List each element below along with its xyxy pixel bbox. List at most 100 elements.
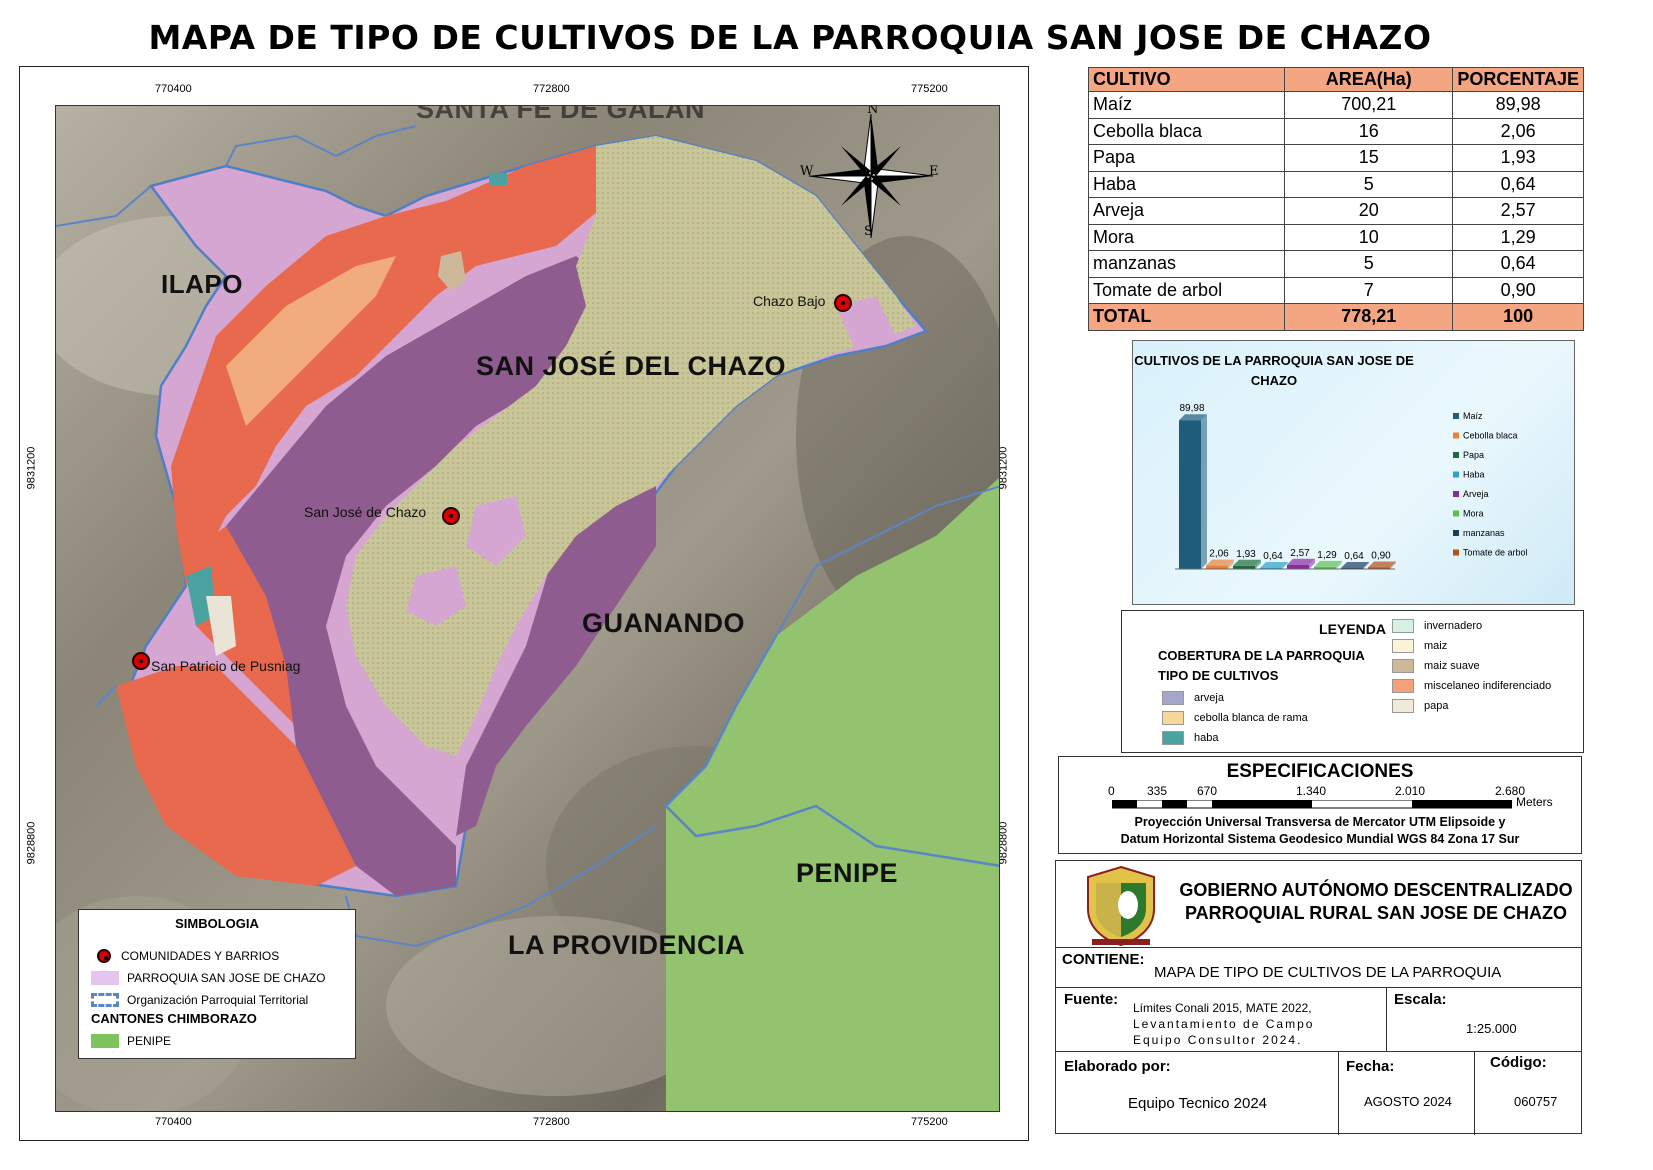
scale-label-2: 670	[1197, 784, 1218, 798]
cell-area: 16	[1284, 117, 1454, 145]
legend-item: cebolla blanca de rama	[1162, 709, 1308, 727]
maiz-area	[346, 136, 916, 756]
codigo-label: Código:	[1490, 1054, 1547, 1071]
chart-legend-swatch	[1453, 491, 1459, 497]
scale-label-0: 0	[1108, 784, 1115, 798]
label-santa-fe: SANTA FE DE GALAN	[416, 105, 705, 124]
fuente-line-1: Límites Conali 2015, MATE 2022,	[1133, 1001, 1312, 1015]
cell-cultivo: manzanas	[1087, 250, 1286, 278]
cell-area: 20	[1284, 197, 1454, 225]
tick-x-bottom-1: 770400	[155, 1116, 192, 1128]
chart-bar	[1206, 565, 1228, 569]
simbologia-box: SIMBOLOGIA COMUNIDADES Y BARRIOS PARROQU…	[78, 909, 356, 1059]
chart-bar	[1233, 565, 1255, 569]
penipe-swatch	[91, 1034, 119, 1048]
legend-item: papa	[1392, 697, 1448, 715]
compass-s: S	[864, 224, 873, 239]
orange-south	[116, 666, 356, 886]
label-guanando: GUANANDO	[582, 608, 745, 638]
chart-svg: CULTIVOS DE LA PARROQUIA SAN JOSE DE CHAZ…	[1134, 353, 1528, 570]
community-pin-san-patricio[interactable]	[132, 652, 150, 670]
table-total-row: TOTAL 778,21 100	[1087, 303, 1584, 331]
parroquia-swatch	[91, 971, 119, 985]
chart-bar-side	[1336, 560, 1342, 569]
elaborado-value: Equipo Tecnico 2024	[1128, 1095, 1267, 1112]
chart-legend-label: manzanas	[1463, 528, 1505, 538]
legend-swatch	[1392, 619, 1414, 633]
tick-y-left-2: 9828800	[25, 821, 38, 865]
header-porcentaje: PORCENTAJE	[1452, 67, 1584, 92]
fuente-line-2: Levantamiento de Campo	[1133, 1017, 1315, 1031]
chart-bar-top	[1206, 559, 1234, 566]
orange-north	[171, 146, 616, 586]
map-canvas[interactable]: SANTA FE DE GALAN ILAPO SAN JOSÉ DEL CHA…	[55, 105, 1000, 1112]
chart-bar	[1341, 567, 1363, 569]
table-header-row: CULTIVO AREA(Ha) PORCENTAJE	[1087, 67, 1584, 92]
chart-title-line-1: CULTIVOS DE LA PARROQUIA SAN JOSE DE	[1134, 353, 1414, 368]
cell-porcentaje: 0,64	[1452, 170, 1584, 198]
compass-w: W	[800, 164, 814, 179]
chart-bar-top	[1233, 559, 1261, 566]
organizacion-swatch	[91, 993, 119, 1007]
community-pin-chazo-bajo[interactable]	[834, 294, 852, 312]
chart-bar	[1314, 566, 1336, 569]
legend-item: haba	[1162, 729, 1218, 747]
scale-units: Meters	[1516, 795, 1553, 809]
chart-data-label: 1,29	[1317, 550, 1337, 561]
chart-bar-top	[1179, 414, 1207, 421]
chart-data-label: 2,06	[1209, 549, 1229, 560]
chart-legend-label: Tomate de arbol	[1463, 548, 1528, 558]
cell-total-area: 778,21	[1284, 303, 1454, 331]
cell-cultivo: Haba	[1087, 170, 1286, 198]
scale-label-1: 335	[1147, 784, 1168, 798]
compass-n: N	[867, 105, 879, 117]
contiene-value: MAPA DE TIPO DE CULTIVOS DE LA PARROQUIA	[1154, 964, 1502, 981]
legend-box: LEYENDA COBERTURA DE LA PARROQUIA TIPO D…	[1121, 610, 1584, 753]
table-row: Cebolla blaca 16 2,06	[1087, 117, 1584, 145]
fecha-value: AGOSTO 2024	[1364, 1094, 1452, 1109]
simbologia-label-comunidades: COMUNIDADES Y BARRIOS	[121, 949, 280, 963]
cell-porcentaje: 1,93	[1452, 144, 1584, 172]
chart-title-line-2: CHAZO	[1251, 373, 1297, 388]
cell-area: 7	[1284, 276, 1454, 304]
legend-title: LEYENDA	[1319, 621, 1386, 637]
cell-total-porcentaje: 100	[1452, 303, 1584, 331]
legend-item: maiz	[1392, 637, 1447, 655]
chart-legend-swatch	[1453, 510, 1459, 517]
community-pin-san-jose[interactable]	[442, 507, 460, 525]
label-parroquia: SAN JOSÉ DEL CHAZO	[476, 351, 787, 381]
community-pin-icon	[97, 949, 111, 963]
chart-data-label: 0,90	[1371, 551, 1391, 562]
chart-bar-top	[1260, 561, 1288, 568]
chart-legend-label: Cebolla blaca	[1463, 431, 1518, 441]
chart-legend-label: Maíz	[1463, 411, 1483, 421]
tick-y-left-1: 9831200	[25, 446, 38, 490]
legend-label: arveja	[1194, 692, 1224, 704]
chart-data-label: 89,98	[1179, 403, 1204, 414]
simbologia-row-comunidades: COMUNIDADES Y BARRIOS	[91, 945, 343, 967]
simbologia-label-penipe: PENIPE	[127, 1034, 172, 1048]
legend-label: invernadero	[1424, 620, 1483, 632]
legend-label: haba	[1194, 732, 1219, 744]
legend-item: arveja	[1162, 689, 1224, 707]
cell-area: 10	[1284, 223, 1454, 251]
label-san-patricio: San Patricio de Pusniag	[151, 658, 301, 674]
chart-bar-top	[1287, 558, 1315, 565]
legend-swatch	[1392, 699, 1414, 713]
org-name: GOBIERNO AUTÓNOMO DESCENTRALIZADO PARROQ…	[1176, 879, 1576, 925]
header-cultivo: CULTIVO	[1087, 67, 1286, 92]
table-row: Mora 10 1,29	[1087, 223, 1584, 251]
cebolla-area	[226, 256, 396, 426]
penipe-area	[666, 477, 999, 1111]
chart-bar-top	[1341, 561, 1369, 568]
fecha-label: Fecha:	[1346, 1058, 1395, 1075]
legend-swatch	[1392, 679, 1414, 693]
chart-legend-swatch	[1453, 471, 1459, 478]
cell-porcentaje: 2,57	[1452, 197, 1584, 225]
chart-bar-side	[1309, 558, 1315, 569]
tick-x-top-2: 772800	[533, 83, 570, 95]
cell-cultivo: Maíz	[1087, 91, 1286, 119]
maiz-suave-area	[438, 251, 466, 291]
org-line-1: GOBIERNO AUTÓNOMO DESCENTRALIZADO	[1179, 880, 1573, 900]
chart-bar-top	[1314, 560, 1342, 567]
